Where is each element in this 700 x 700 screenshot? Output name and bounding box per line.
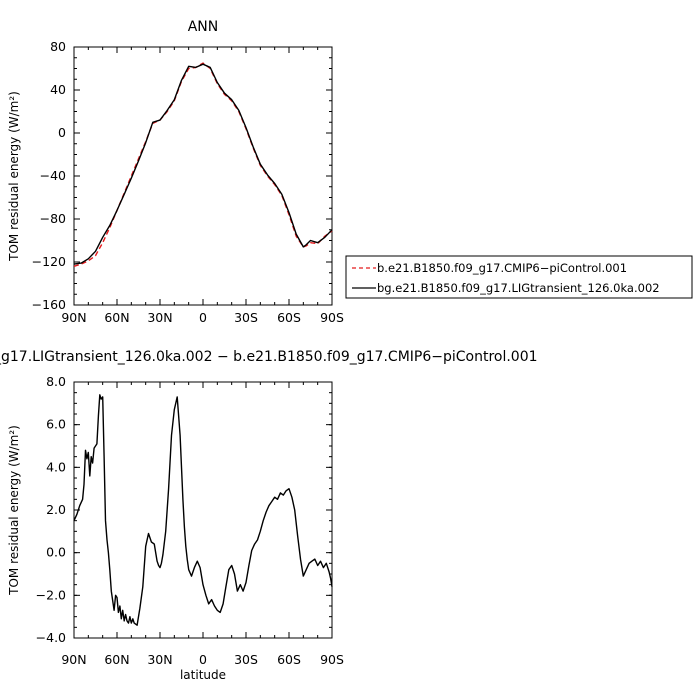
top-y-tick-label: 0 [58, 125, 66, 140]
top-plot-marks: 90N 60N 30N 0 30S 60S 90S −160 −120 −80 −40 0 40 80 [32, 39, 344, 325]
top-x-tick-label: 90N [61, 310, 86, 325]
top-plot-frame [73, 46, 333, 306]
bottom-y-tick-label: 2.0 [46, 502, 66, 517]
top-y-axis-label: TOM residual energy (W/m²) [7, 91, 21, 262]
top-panel: ANN TOM residual energy (W/m²) 90N 60N 30N… [7, 19, 344, 325]
bottom-x-tick-label: 90N [61, 652, 86, 667]
top-chart-title: ANN [188, 19, 219, 35]
bottom-y-tick-label: 4.0 [46, 459, 66, 474]
bottom-chart-title: bg.e21.B1850.f09_g17.LIGtransient_126.0k… [0, 349, 538, 365]
legend: b.e21.B1850.f09_g17.CMIP6−piControl.001 … [345, 255, 693, 299]
top-x-tick-label: 60N [104, 310, 129, 325]
bottom-x-tick-label: 30N [147, 652, 172, 667]
bottom-y-tick-label: 8.0 [46, 374, 66, 389]
top-y-tick-label: 40 [50, 82, 66, 97]
top-series-line-0 [73, 62, 333, 267]
top-x-tick-label: 30N [147, 310, 172, 325]
bottom-x-tick-label: 0 [199, 652, 207, 667]
bottom-x-tick-label: 30S [234, 652, 258, 667]
top-x-tick-label: 90S [320, 310, 344, 325]
bottom-panel: bg.e21.B1850.f09_g17.LIGtransient_126.0k… [0, 349, 538, 682]
bottom-plot-marks: 90N 60N 30N 0 30S 60S 90S −4.0 −2.0 0.0 2.0 4.0 6.0 8… [36, 374, 344, 667]
top-series-line-1 [73, 63, 333, 265]
bottom-y-tick-label: 6.0 [46, 417, 66, 432]
legend-box [345, 255, 693, 299]
bottom-y-axis-label: TOM residual energy (W/m²) [7, 425, 21, 596]
top-y-tick-label: −80 [40, 211, 66, 226]
legend-label-control: b.e21.B1850.f09_g17.CMIP6−piControl.001 [377, 261, 627, 275]
top-y-tick-label: −120 [32, 254, 66, 269]
bottom-x-axis-label: latitude [180, 668, 226, 682]
legend-label-lig: bg.e21.B1850.f09_g17.LIGtransient_126.0k… [377, 281, 660, 295]
bottom-y-tick-label: −2.0 [36, 587, 66, 602]
top-x-tick-label: 30S [234, 310, 258, 325]
top-y-tick-label: −160 [32, 297, 66, 312]
top-x-tick-label: 0 [199, 310, 207, 325]
bottom-x-tick-label: 90S [320, 652, 344, 667]
bottom-y-tick-label: 0.0 [46, 545, 66, 560]
bottom-x-tick-label: 60S [277, 652, 301, 667]
top-x-tick-label: 60S [277, 310, 301, 325]
top-y-tick-label: 80 [50, 39, 66, 54]
bottom-y-tick-label: −4.0 [36, 630, 66, 645]
top-y-tick-label: −40 [40, 168, 66, 183]
bottom-x-tick-label: 60N [104, 652, 129, 667]
bottom-series-line-0 [73, 394, 333, 626]
